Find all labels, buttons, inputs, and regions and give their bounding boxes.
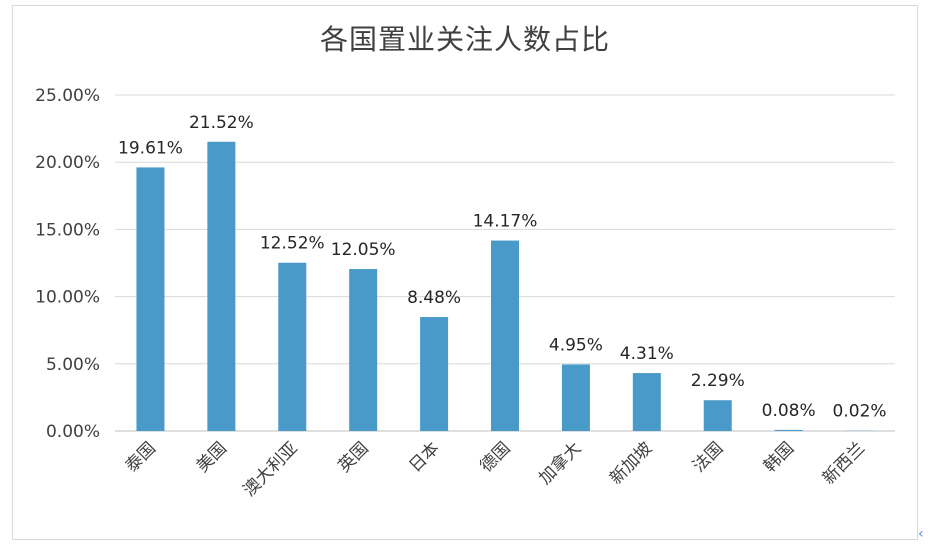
x-tick-label: 法国: [689, 438, 727, 476]
bar: [207, 141, 236, 432]
x-tick-label: 新西兰: [819, 438, 869, 488]
data-label: 12.52%: [260, 234, 325, 254]
data-label: 12.05%: [331, 240, 396, 260]
bar: [491, 240, 519, 431]
x-tick-label: 新加坡: [606, 438, 656, 488]
data-label: 0.08%: [762, 401, 816, 421]
x-tick-label: 澳大利亚: [240, 438, 302, 500]
data-label: 2.29%: [691, 371, 745, 391]
bar: [349, 269, 378, 431]
expand-arrow-icon[interactable]: ‹: [918, 526, 924, 542]
data-label: 4.95%: [549, 335, 603, 355]
x-tick-label: 德国: [476, 438, 514, 476]
y-tick-label: 25.00%: [35, 86, 100, 106]
data-label: 8.48%: [407, 288, 461, 308]
x-tick-label: 加拿大: [535, 438, 586, 489]
x-tick-label: 美国: [193, 438, 231, 476]
x-axis-ticks: 泰国 美国 澳大利亚 英国 日本 德国 加拿大 新加坡 法国 韩国 新西兰: [122, 438, 869, 501]
y-tick-label: 15.00%: [35, 220, 100, 240]
data-label: 14.17%: [473, 212, 538, 232]
x-tick-label: 韩国: [760, 438, 798, 476]
x-tick-label: 日本: [405, 438, 443, 476]
y-tick-label: 5.00%: [46, 355, 100, 375]
y-axis-ticks: 0.00% 5.00% 10.00% 15.00% 20.00% 25.00%: [35, 86, 100, 442]
bar: [136, 167, 165, 432]
x-tick-label: 英国: [335, 438, 373, 476]
data-label: 19.61%: [118, 138, 183, 158]
x-tick-label: 泰国: [122, 438, 160, 476]
chart-title: 各国置业关注人数占比: [319, 23, 610, 56]
bar: [703, 400, 732, 431]
data-label: 0.02%: [833, 402, 887, 422]
bar: [632, 373, 661, 431]
y-tick-label: 0.00%: [46, 422, 100, 442]
bar: [278, 262, 307, 431]
data-labels: 19.61% 21.52% 12.52% 12.05% 8.48% 14.17% 4.95%…: [118, 113, 887, 422]
bars: [136, 141, 874, 432]
data-label: 21.52%: [189, 113, 254, 133]
data-label: 4.31%: [620, 344, 674, 364]
y-tick-label: 20.00%: [35, 153, 100, 173]
bar: [420, 317, 449, 431]
y-tick-label: 10.00%: [35, 288, 100, 308]
bar: [561, 364, 590, 431]
bar: [774, 429, 803, 431]
